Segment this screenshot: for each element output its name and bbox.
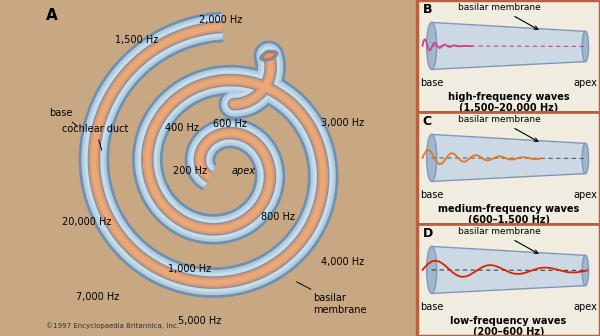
Polygon shape: [431, 23, 586, 70]
Text: basilar membrane: basilar membrane: [458, 3, 541, 29]
Ellipse shape: [427, 246, 437, 293]
Text: base: base: [420, 78, 443, 88]
Text: (1,500–20,000 Hz): (1,500–20,000 Hz): [459, 103, 558, 113]
Polygon shape: [431, 134, 586, 181]
Text: D: D: [422, 227, 433, 240]
Ellipse shape: [427, 23, 437, 70]
Text: (200–600 Hz): (200–600 Hz): [473, 327, 544, 336]
Text: 5,000 Hz: 5,000 Hz: [178, 316, 222, 326]
Text: apex: apex: [574, 191, 597, 200]
Text: 400 Hz: 400 Hz: [164, 123, 199, 133]
Text: base: base: [420, 302, 443, 312]
Text: (600–1,500 Hz): (600–1,500 Hz): [467, 215, 550, 225]
Ellipse shape: [260, 50, 278, 61]
FancyBboxPatch shape: [417, 224, 600, 336]
Ellipse shape: [263, 52, 275, 59]
Text: basilar
membrane: basilar membrane: [296, 282, 366, 315]
Text: 4,000 Hz: 4,000 Hz: [321, 257, 364, 267]
Text: 7,000 Hz: 7,000 Hz: [76, 292, 119, 302]
Text: 600 Hz: 600 Hz: [214, 119, 247, 129]
FancyBboxPatch shape: [417, 112, 600, 224]
Text: cochlear duct: cochlear duct: [62, 124, 129, 150]
Text: 2,000 Hz: 2,000 Hz: [199, 15, 242, 25]
Text: high-frequency waves: high-frequency waves: [448, 92, 569, 102]
Text: base: base: [420, 191, 443, 200]
Text: basilar membrane: basilar membrane: [458, 115, 541, 141]
Ellipse shape: [427, 134, 437, 181]
Text: apex: apex: [574, 302, 597, 312]
Text: medium-frequency waves: medium-frequency waves: [438, 204, 579, 214]
FancyBboxPatch shape: [417, 0, 600, 112]
Ellipse shape: [582, 143, 589, 174]
Text: base: base: [49, 108, 77, 126]
Ellipse shape: [582, 31, 589, 61]
Text: 200 Hz: 200 Hz: [173, 166, 207, 176]
Text: B: B: [422, 3, 432, 16]
Text: C: C: [422, 115, 431, 128]
Text: low-frequency waves: low-frequency waves: [451, 316, 566, 326]
Text: basilar membrane: basilar membrane: [458, 227, 541, 253]
Text: 1,000 Hz: 1,000 Hz: [169, 264, 212, 274]
Text: 1,500 Hz: 1,500 Hz: [115, 35, 158, 45]
Text: apex: apex: [574, 78, 597, 88]
Text: 20,000 Hz: 20,000 Hz: [62, 217, 112, 227]
Text: ©1997 Encyclopaedia Britannica, Inc.: ©1997 Encyclopaedia Britannica, Inc.: [46, 323, 179, 329]
Text: A: A: [46, 8, 57, 24]
Text: 800 Hz: 800 Hz: [260, 212, 295, 222]
Text: apex: apex: [232, 166, 256, 176]
Text: 3,000 Hz: 3,000 Hz: [321, 118, 364, 128]
Polygon shape: [431, 246, 586, 293]
Ellipse shape: [582, 255, 589, 286]
